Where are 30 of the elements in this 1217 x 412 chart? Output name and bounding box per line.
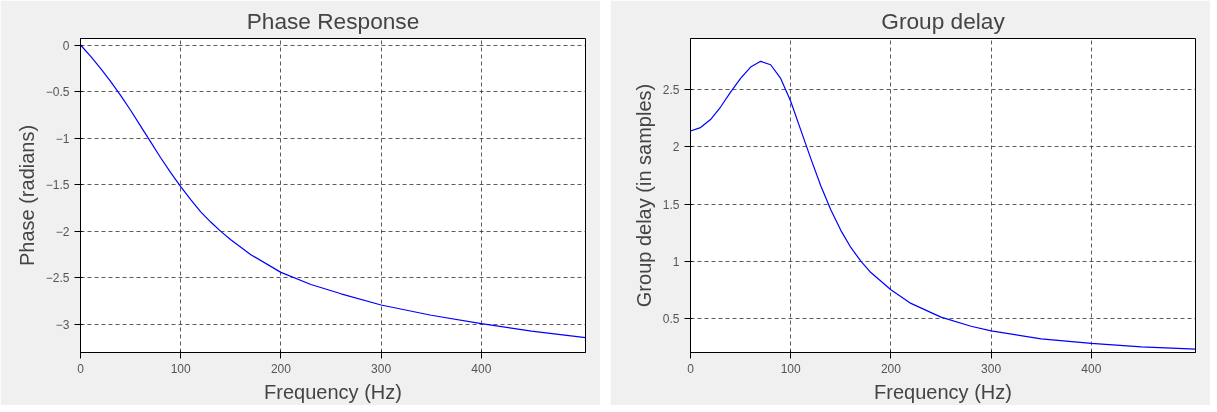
y-tick-label: −1.5 bbox=[45, 178, 70, 193]
x-tick-label: 0 bbox=[687, 361, 695, 376]
x-tick-label: 300 bbox=[371, 361, 392, 376]
x-tick-label: 0 bbox=[77, 361, 85, 376]
x-axis-title: Frequency (Hz) bbox=[874, 380, 1012, 403]
line-series bbox=[690, 60, 1196, 350]
x-tick-label: 200 bbox=[270, 361, 292, 376]
x-tick-label: 400 bbox=[471, 361, 492, 376]
y-tick-label: −1 bbox=[55, 131, 70, 146]
x-axis-title: Frequency (Hz) bbox=[264, 380, 402, 403]
x-tick-label: 200 bbox=[880, 361, 902, 376]
y-tick-label: 0.5 bbox=[662, 311, 680, 326]
y-axis-title: Phase (radians) bbox=[15, 124, 38, 267]
x-tick-label: 100 bbox=[780, 361, 802, 376]
line-series bbox=[80, 44, 586, 339]
y-tick-label: −2 bbox=[55, 224, 70, 239]
y-axis-title: Group delay (in samples) bbox=[632, 83, 655, 308]
y-tick-label: −2.5 bbox=[45, 271, 70, 286]
chart-title: Phase Response bbox=[246, 7, 420, 34]
y-tick-label: 0 bbox=[62, 38, 70, 53]
y-tick-label: 2.5 bbox=[662, 83, 680, 98]
chart-title: Group delay bbox=[881, 7, 1006, 34]
y-tick-label: 1.5 bbox=[662, 197, 680, 212]
x-tick-label: 400 bbox=[1081, 361, 1102, 376]
x-tick-label: 300 bbox=[981, 361, 1002, 376]
y-tick-label: 2 bbox=[672, 140, 680, 155]
y-tick-label: −3 bbox=[55, 318, 70, 333]
y-tick-label: −0.5 bbox=[45, 85, 70, 100]
y-tick-label: 1 bbox=[672, 254, 680, 269]
x-tick-label: 100 bbox=[170, 361, 192, 376]
